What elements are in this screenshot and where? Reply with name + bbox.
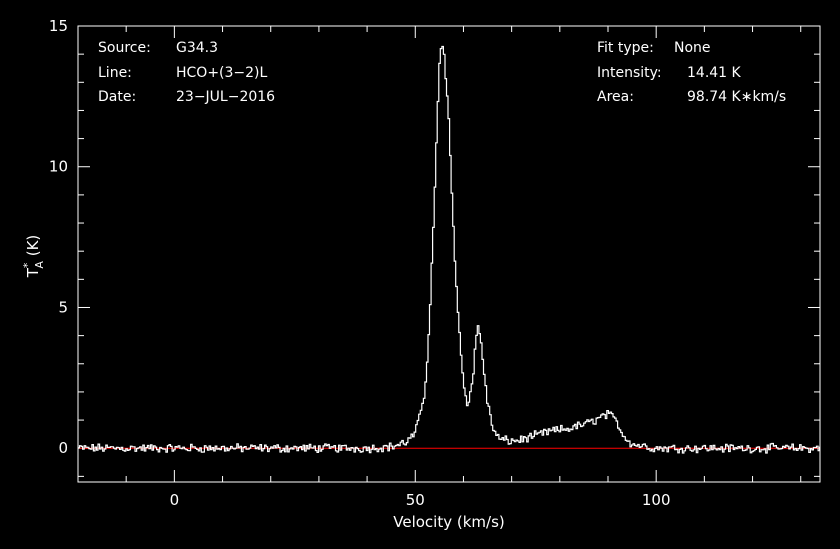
y-axis-label-unit: (K) — [24, 235, 42, 261]
y-tick-label: 5 — [58, 298, 68, 316]
x-tick-label: 50 — [406, 491, 425, 509]
y-axis-label-sub: A — [33, 261, 46, 269]
axes-frame — [77, 25, 821, 483]
source-value: G34.3 — [176, 40, 218, 56]
ticks-group: 0 50 100 0 5 10 15 — [49, 17, 820, 509]
line-value: HCO+(3−2)L — [176, 65, 268, 81]
fit-type-label: Fit type: — [597, 40, 654, 56]
y-tick-label: 0 — [58, 439, 68, 457]
y-axis-label-main: T — [24, 267, 42, 278]
y-tick-label: 15 — [49, 17, 68, 35]
y-axis-label: T*A (K) — [21, 235, 46, 279]
source-label: Source: — [98, 40, 151, 56]
series-group — [78, 45, 821, 454]
x-tick-label: 100 — [642, 491, 671, 509]
spectrum-line — [78, 45, 821, 454]
x-axis-label: Velocity (km/s) — [393, 513, 504, 531]
y-axis-label-sup: * — [21, 262, 34, 268]
intensity-label: Intensity: — [597, 65, 662, 81]
line-label: Line: — [98, 65, 132, 81]
fit-type-value: None — [674, 40, 711, 56]
area-value: 98.74 K∗km/s — [687, 89, 786, 105]
intensity-value: 14.41 K — [687, 65, 742, 81]
x-tick-label: 0 — [170, 491, 180, 509]
y-tick-label: 10 — [49, 158, 68, 176]
date-value: 23−JUL−2016 — [176, 89, 275, 105]
date-label: Date: — [98, 89, 136, 105]
area-label: Area: — [597, 89, 634, 105]
